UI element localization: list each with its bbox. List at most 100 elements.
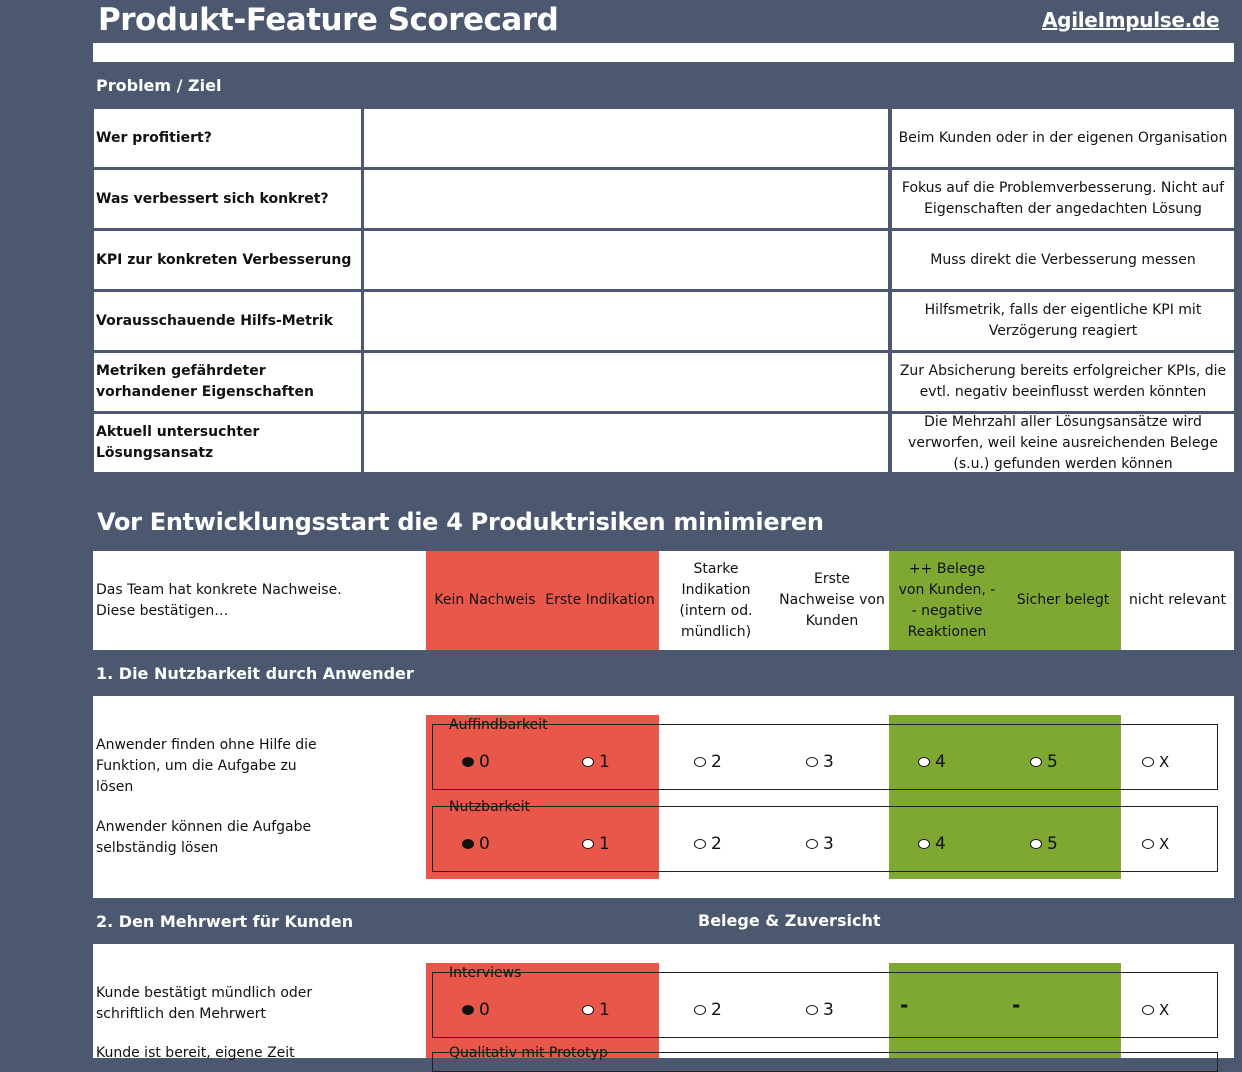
rating-option-0[interactable]: 0 <box>462 999 490 1021</box>
section2-green-block <box>889 963 1121 1058</box>
criterion-text: Anwender können die Aufgabe selbständig … <box>96 819 312 856</box>
radio-button[interactable] <box>694 757 706 767</box>
rating-option-1[interactable]: 1 <box>582 751 610 773</box>
rating-option-2[interactable]: 2 <box>694 999 722 1021</box>
problem-row-input[interactable] <box>364 292 888 350</box>
radio-button[interactable] <box>582 1005 594 1015</box>
not-applicable-dash: - <box>900 993 909 1017</box>
radio-button[interactable] <box>918 757 930 767</box>
rating-option-label: 0 <box>479 1000 490 1020</box>
radio-button[interactable] <box>1030 757 1042 767</box>
rating-option-3[interactable]: 3 <box>806 751 834 773</box>
radio-button[interactable] <box>462 1005 474 1015</box>
rating-group <box>432 972 1218 1038</box>
section1-green-block <box>889 715 1121 879</box>
scale-level-3: Erste Nachweise von Kunden <box>779 571 885 629</box>
page-title: Produkt-Feature Scorecard <box>98 2 559 38</box>
rating-option-3[interactable]: 3 <box>806 833 834 855</box>
risks-heading: Vor Entwicklungsstart die 4 Produktrisik… <box>97 508 824 536</box>
problem-row-hint: Fokus auf die Problemverbesserung. Nicht… <box>892 170 1234 228</box>
scale-level-x: nicht relevant <box>1128 592 1227 608</box>
radio-button[interactable] <box>462 757 474 767</box>
rating-option-label: X <box>1159 753 1170 771</box>
radio-button[interactable] <box>806 839 818 849</box>
radio-button[interactable] <box>694 839 706 849</box>
scale-level-0: Kein Nachweis <box>434 592 536 608</box>
rating-option-label: 4 <box>935 834 946 854</box>
rating-option-label: 5 <box>1047 752 1058 772</box>
rating-option-3[interactable]: 3 <box>806 999 834 1021</box>
scale-level-1: Erste Indikation <box>545 592 655 608</box>
scale-level-4: ++ Belege von Kunden, -- negative Reakti… <box>898 560 996 640</box>
problem-row-label: Aktuell untersuchter Lösungsansatz <box>94 414 361 472</box>
rating-option-0[interactable]: 0 <box>462 833 490 855</box>
radio-button[interactable] <box>694 1005 706 1015</box>
rating-option-label: 2 <box>711 752 722 772</box>
rating-option-label: 2 <box>711 834 722 854</box>
rating-option-label: 3 <box>823 752 834 772</box>
criterion-text: Kunde ist bereit, eigene Zeit <box>96 1045 295 1061</box>
rating-option-4[interactable]: 4 <box>918 833 946 855</box>
brand-link[interactable]: AgileImpulse.de <box>1042 8 1220 32</box>
rating-group-legend: Auffindbarkeit <box>449 717 548 733</box>
rating-option-0[interactable]: 0 <box>462 751 490 773</box>
problem-row-hint: Die Mehrzahl aller Lösungsansätze wird v… <box>892 414 1234 472</box>
section-problem-label: Problem / Ziel <box>96 76 222 95</box>
radio-button[interactable] <box>806 757 818 767</box>
rating-option-label: X <box>1159 1001 1170 1019</box>
problem-row-input[interactable] <box>364 231 888 289</box>
problem-row-label: Was verbessert sich konkret? <box>94 170 361 228</box>
rating-option-1[interactable]: 1 <box>582 999 610 1021</box>
rating-group-legend: Nutzbarkeit <box>449 799 531 815</box>
rating-option-2[interactable]: 2 <box>694 751 722 773</box>
rating-option-label: 2 <box>711 1000 722 1020</box>
section1-red-block <box>426 715 659 879</box>
problem-row-hint: Muss direkt die Verbesserung messen <box>892 231 1234 289</box>
rating-option-2[interactable]: 2 <box>694 833 722 855</box>
radio-button[interactable] <box>1142 839 1154 849</box>
problem-row-input[interactable] <box>364 109 888 167</box>
rating-option-x[interactable]: X <box>1142 751 1169 773</box>
radio-button[interactable] <box>582 839 594 849</box>
scale-level-2: Starke Indikation (intern od. mündlich) <box>679 560 753 640</box>
rating-option-x[interactable]: X <box>1142 833 1169 855</box>
radio-button[interactable] <box>806 1005 818 1015</box>
rating-option-label: 1 <box>599 752 610 772</box>
section2-sublabel: Belege & Zuversicht <box>698 911 881 930</box>
problem-row-label: Vorausschauende Hilfs-Metrik <box>94 292 361 350</box>
rating-group-legend: Qualitativ mit Prototyp <box>449 1045 608 1061</box>
not-applicable-dash: - <box>1012 993 1021 1017</box>
scale-intro: Das Team hat konkrete Nachweise. Diese b… <box>96 551 426 650</box>
radio-button[interactable] <box>1142 1005 1154 1015</box>
rating-option-label: 1 <box>599 834 610 854</box>
rating-option-label: 3 <box>823 834 834 854</box>
problem-row-input[interactable] <box>364 170 888 228</box>
section1-label: 1. Die Nutzbarkeit durch Anwender <box>96 664 414 683</box>
problem-row-input[interactable] <box>364 414 888 472</box>
problem-row-hint: Hilfsmetrik, falls der eigentliche KPI m… <box>892 292 1234 350</box>
rating-group <box>432 724 1218 790</box>
criterion-text: Kunde bestätigt mündlich oder schriftlic… <box>96 985 313 1022</box>
radio-button[interactable] <box>582 757 594 767</box>
problem-row-label: Metriken gefährdeter vorhandener Eigensc… <box>94 353 361 411</box>
problem-row-hint: Zur Absicherung bereits erfolgreicher KP… <box>892 353 1234 411</box>
radio-button[interactable] <box>462 839 474 849</box>
rating-option-5[interactable]: 5 <box>1030 833 1058 855</box>
rating-option-1[interactable]: 1 <box>582 833 610 855</box>
radio-button[interactable] <box>1030 839 1042 849</box>
problem-row-label: KPI zur konkreten Verbesserung <box>94 231 361 289</box>
rating-option-label: 5 <box>1047 834 1058 854</box>
header-divider <box>93 43 1234 62</box>
rating-option-4[interactable]: 4 <box>918 751 946 773</box>
rating-option-label: 0 <box>479 752 490 772</box>
radio-button[interactable] <box>918 839 930 849</box>
radio-button[interactable] <box>1142 757 1154 767</box>
rating-group-legend: Interviews <box>449 965 522 981</box>
section2-label: 2. Den Mehrwert für Kunden <box>96 912 354 931</box>
rating-group <box>432 806 1218 872</box>
rating-option-5[interactable]: 5 <box>1030 751 1058 773</box>
rating-option-label: 3 <box>823 1000 834 1020</box>
rating-option-x[interactable]: X <box>1142 999 1169 1021</box>
criterion-text: Anwender finden ohne Hilfe die Funktion,… <box>96 737 317 795</box>
problem-row-input[interactable] <box>364 353 888 411</box>
